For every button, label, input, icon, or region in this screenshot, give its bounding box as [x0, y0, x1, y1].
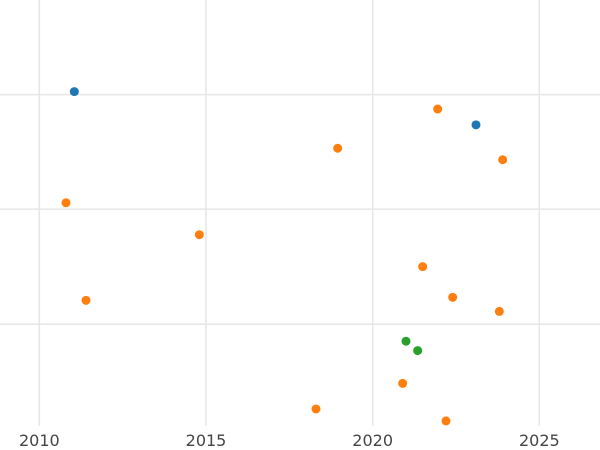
data-point [433, 104, 443, 114]
data-point [61, 198, 71, 208]
points-layer [61, 87, 508, 426]
data-point [448, 292, 458, 302]
data-point [69, 87, 79, 97]
x-tick-label: 2025 [519, 431, 560, 450]
data-point [413, 346, 423, 356]
data-point [471, 120, 481, 130]
grid-layer [0, 0, 600, 426]
data-point [418, 262, 428, 272]
data-point [333, 143, 343, 153]
data-point [398, 378, 408, 388]
x-axis-ticks: 2010 2015 2020 2025 [19, 431, 560, 450]
data-point [81, 295, 91, 305]
x-tick-label: 2020 [352, 431, 393, 450]
data-point [401, 336, 411, 346]
data-point [194, 230, 204, 240]
x-tick-label: 2015 [186, 431, 227, 450]
data-point [494, 306, 504, 316]
data-point [311, 404, 321, 414]
data-point [441, 416, 451, 426]
data-point [498, 155, 508, 165]
x-tick-label: 2010 [19, 431, 60, 450]
